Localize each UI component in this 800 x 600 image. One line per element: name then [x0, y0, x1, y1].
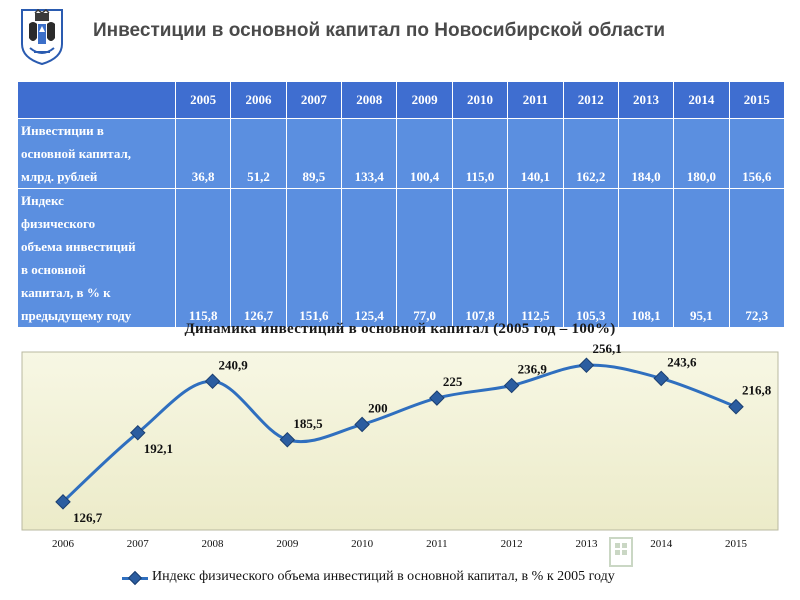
table-cell: 108,1: [617, 188, 675, 328]
row-label-line: основной капитал,: [21, 146, 131, 161]
table-cell: 100,4: [396, 118, 453, 189]
row-label-line: капитал, в % к: [21, 285, 111, 300]
table-cell: 89,5: [285, 118, 343, 189]
x-tick-label: 2010: [351, 538, 374, 550]
year-header: 2015: [728, 81, 786, 119]
table-cell: 107,8: [451, 188, 509, 328]
table-cell: 133,4: [341, 118, 398, 189]
line-chart: 126,7 192,1 240,9 185,5 200 225 236,9 256,1 243,…: [21, 341, 779, 550]
x-tick-label: 2011: [426, 538, 448, 550]
year-header: 2008: [341, 81, 398, 119]
year-header: 2007: [285, 81, 343, 119]
row-label: Инвестиции в основной капитал, млрд. руб…: [17, 118, 176, 189]
table-cell: 95,1: [673, 188, 730, 328]
row-label-line: объема инвестиций: [21, 239, 136, 254]
table-cell: 126,7: [230, 188, 287, 328]
row-label-line: физического: [21, 216, 96, 231]
table-cell: 112,5: [507, 188, 564, 328]
table-row: Инвестиции в основной капитал, млрд. руб…: [17, 118, 786, 189]
year-header: 2013: [617, 81, 675, 119]
x-tick-label: 2009: [276, 538, 299, 550]
table-cell: 156,6: [728, 118, 786, 189]
year-header: 2009: [396, 81, 453, 119]
legend-label: Индекс физического объема инвестиций в о…: [152, 569, 615, 584]
data-point-marker: [728, 398, 744, 415]
table-cell: 72,3: [728, 188, 786, 328]
data-label: 126,7: [73, 510, 103, 525]
page-title: Инвестиции в основной капитал по Новосиб…: [93, 20, 666, 41]
data-point-marker: [653, 370, 670, 387]
chart-title: Динамика инвестиций в основной капитал (…: [184, 321, 616, 337]
table-cell: 77,0: [396, 188, 453, 328]
table-cell: 105,3: [562, 188, 619, 328]
data-label: 192,1: [144, 441, 173, 456]
row-label-line: в основной: [21, 262, 86, 277]
row-label-line: Инвестиции в: [21, 123, 104, 138]
legend-marker-icon: [127, 570, 143, 586]
data-point-marker: [429, 390, 445, 406]
x-tick-label: 2007: [127, 538, 150, 550]
x-tick-label: 2012: [501, 538, 523, 550]
data-label: 240,9: [219, 357, 249, 372]
table-cell: 151,6: [285, 188, 343, 328]
table-cell: 115,0: [451, 118, 509, 189]
table-cell: 51,2: [230, 118, 287, 189]
table-cell: 162,2: [562, 118, 619, 189]
year-header: 2012: [562, 81, 619, 119]
data-label: 185,5: [293, 416, 323, 431]
table-row: Индекс физического объема инвестиций в о…: [17, 188, 786, 328]
year-header: 2011: [507, 81, 564, 119]
table-cell: 36,8: [174, 118, 232, 189]
plot-area: [21, 351, 779, 531]
table-cell: 184,0: [617, 118, 675, 189]
data-point-marker: [279, 431, 296, 448]
table-cell: 125,4: [341, 188, 398, 328]
data-point-marker: [354, 416, 370, 433]
year-header: 2010: [451, 81, 509, 119]
table-cell: 140,1: [507, 118, 564, 189]
row-label-line: предыдущему году: [21, 308, 132, 323]
x-tick-label: 2013: [575, 538, 598, 550]
data-label: 225: [443, 374, 463, 389]
table-corner-cell: [17, 81, 176, 119]
watermark-logo-icon: [609, 537, 633, 567]
coat-of-arms-icon: [21, 9, 63, 66]
data-point-marker: [55, 494, 71, 510]
data-point-marker: [578, 357, 595, 374]
x-tick-label: 2015: [725, 538, 748, 550]
x-tick-label: 2006: [52, 538, 75, 550]
year-header: 2014: [673, 81, 730, 119]
investment-table: 2005 2006 2007 2008 2009 2010 2011 2012 …: [17, 81, 786, 328]
data-label: 200: [368, 400, 388, 415]
series-line: [61, 363, 737, 503]
table-cell: 180,0: [673, 118, 730, 189]
year-header: 2005: [174, 81, 232, 119]
data-label: 216,8: [742, 383, 772, 398]
data-point-marker: [503, 377, 520, 394]
x-tick-label: 2008: [202, 538, 225, 550]
table-header-row: 2005 2006 2007 2008 2009 2010 2011 2012 …: [17, 81, 786, 119]
data-label: 256,1: [592, 341, 621, 356]
data-point-marker: [129, 425, 146, 441]
data-point-marker: [204, 373, 221, 390]
row-label-line: млрд. рублей: [21, 169, 98, 184]
data-label: 236,9: [518, 361, 548, 376]
row-label: Индекс физического объема инвестиций в о…: [17, 188, 176, 328]
x-tick-label: 2014: [650, 538, 673, 550]
year-header: 2006: [230, 81, 287, 119]
table-cell: 115,8: [174, 188, 232, 328]
row-label-line: Индекс: [21, 193, 64, 208]
data-label: 243,6: [667, 354, 697, 369]
